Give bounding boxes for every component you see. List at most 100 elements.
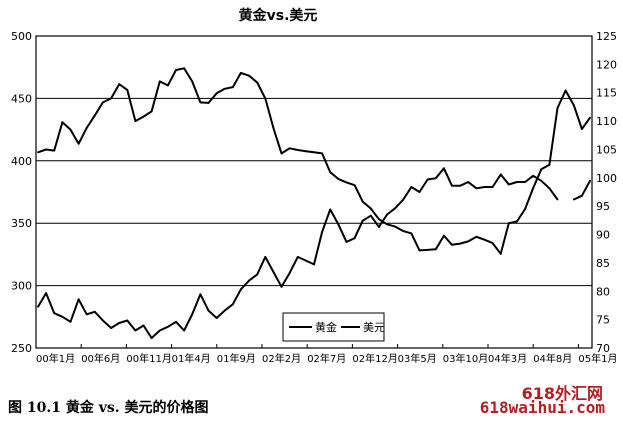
gold-point <box>532 174 535 177</box>
gold-point <box>93 310 96 313</box>
right-tick-label: 90 <box>596 229 610 242</box>
usd-point <box>475 235 478 238</box>
gold-point <box>580 194 583 197</box>
legend: 黄金 美元 <box>282 312 385 342</box>
gold-point <box>321 231 324 233</box>
gold-point <box>142 324 145 327</box>
gold-point <box>426 178 429 181</box>
usd-point <box>386 223 388 226</box>
gold-point <box>475 187 478 190</box>
usd-point <box>507 222 510 225</box>
right-tick-label: 120 <box>596 58 617 71</box>
gold-point <box>394 207 397 210</box>
usd-point <box>589 116 591 119</box>
gold-point <box>313 263 315 266</box>
watermark-line2: 618waihui.com <box>479 398 605 417</box>
gold-point <box>183 329 186 332</box>
left-tick-label: 350 <box>11 217 32 230</box>
usd-point <box>248 74 250 77</box>
usd-point <box>572 104 575 107</box>
right-tick-label: 100 <box>596 172 617 185</box>
usd-point <box>337 178 340 180</box>
gold-point <box>589 179 591 182</box>
gold-point <box>45 292 48 294</box>
gold-point <box>231 303 234 306</box>
x-tick-label: 02年7月 <box>307 352 346 365</box>
gold-point <box>53 312 56 314</box>
usd-point <box>264 97 267 100</box>
usd-point <box>150 110 153 113</box>
usd-point <box>483 238 486 241</box>
gold-point <box>483 186 486 188</box>
usd-point <box>321 152 324 155</box>
usd-point <box>394 225 397 228</box>
left-axis: 500 450 400 350 300 250 <box>11 30 32 355</box>
usd-point <box>215 92 218 95</box>
usd-point <box>175 69 177 71</box>
usd-point <box>418 249 421 252</box>
usd-point <box>280 152 283 155</box>
usd-point <box>313 151 315 154</box>
gold-point <box>516 181 518 183</box>
gold-point <box>296 255 299 258</box>
usd-point <box>102 101 104 104</box>
gold-point <box>337 223 340 226</box>
gold-point <box>369 214 372 217</box>
watermark-line1: 618外汇网 <box>521 384 603 403</box>
grid-lines <box>36 97 592 287</box>
x-tick-label: 01年9月 <box>217 352 256 365</box>
right-tick-label: 70 <box>596 342 610 355</box>
usd-point <box>402 230 405 233</box>
right-tick-label: 115 <box>596 87 617 100</box>
gold-point <box>507 183 510 186</box>
gold-point <box>524 181 526 183</box>
usd-point <box>183 67 186 70</box>
gold-point <box>69 320 72 323</box>
usd-point <box>410 232 413 235</box>
usd-point <box>434 248 437 251</box>
gold-point <box>418 191 421 193</box>
usd-point <box>61 121 64 124</box>
usd-point <box>499 252 502 255</box>
usd-point <box>345 181 348 184</box>
right-tick-label: 105 <box>596 143 617 156</box>
usd-point <box>93 114 96 117</box>
x-tick-label: 00年6月 <box>81 352 120 365</box>
usd-point <box>467 240 470 243</box>
gold-point <box>491 186 494 188</box>
usd-point <box>532 187 535 189</box>
left-tick-label: 450 <box>11 92 32 105</box>
gold-point <box>345 241 348 243</box>
x-tick-label: 02年2月 <box>262 352 301 365</box>
plot-area <box>35 35 593 349</box>
gold-point <box>85 313 88 316</box>
x-tick-label: 01年4月 <box>172 352 211 365</box>
usd-point <box>110 97 112 100</box>
gold-point <box>158 329 161 332</box>
gold-point <box>386 213 388 216</box>
gold-point <box>378 226 380 228</box>
usd-point <box>69 128 72 131</box>
gold-point <box>451 184 453 187</box>
left-tick-label: 500 <box>11 30 32 43</box>
right-tick-label: 125 <box>596 30 617 43</box>
usd-point <box>459 242 462 245</box>
gold-point <box>150 337 153 339</box>
usd-point <box>516 220 518 223</box>
gold-point <box>280 285 283 288</box>
gold-point <box>248 279 250 282</box>
x-tick-label: 04年3月 <box>488 352 527 365</box>
usd-point <box>540 168 543 171</box>
usd-point <box>223 87 226 90</box>
right-axis: 125 120 115 110 105 100 95 90 85 80 75 70 <box>596 30 617 355</box>
usd-point <box>45 148 48 151</box>
usd-point <box>556 107 559 109</box>
usd-point <box>118 83 121 86</box>
gold-point <box>467 181 470 183</box>
gold-point <box>175 320 177 323</box>
gold-point <box>240 288 242 291</box>
gold-point <box>402 198 405 201</box>
x-tick-label: 02年12月 <box>352 352 397 365</box>
